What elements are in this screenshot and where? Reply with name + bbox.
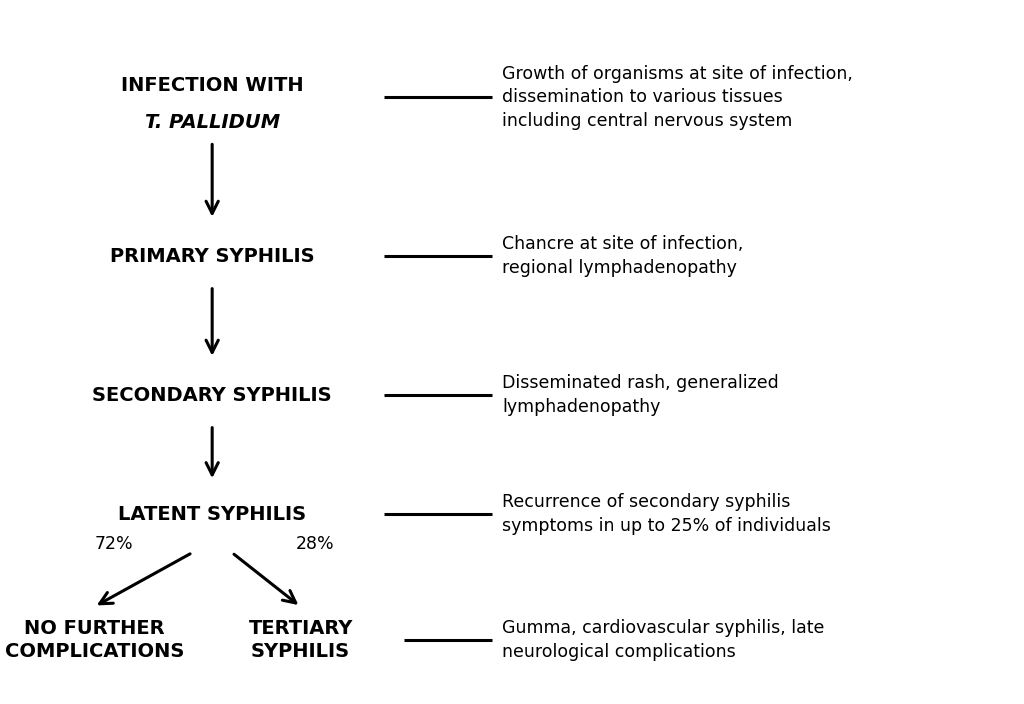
Text: NO FURTHER
COMPLICATIONS: NO FURTHER COMPLICATIONS bbox=[4, 619, 184, 661]
Text: TERTIARY
SYPHILIS: TERTIARY SYPHILIS bbox=[249, 619, 353, 661]
Text: Disseminated rash, generalized
lymphadenopathy: Disseminated rash, generalized lymphaden… bbox=[502, 375, 779, 416]
Text: T. PALLIDUM: T. PALLIDUM bbox=[144, 113, 280, 132]
Text: INFECTION WITH: INFECTION WITH bbox=[121, 76, 303, 95]
Text: PRIMARY SYPHILIS: PRIMARY SYPHILIS bbox=[110, 246, 314, 265]
Text: Chancre at site of infection,
regional lymphadenopathy: Chancre at site of infection, regional l… bbox=[502, 235, 743, 277]
Text: Growth of organisms at site of infection,
dissemination to various tissues
inclu: Growth of organisms at site of infection… bbox=[502, 65, 853, 130]
Text: Gumma, cardiovascular syphilis, late
neurological complications: Gumma, cardiovascular syphilis, late neu… bbox=[502, 619, 824, 660]
Text: Recurrence of secondary syphilis
symptoms in up to 25% of individuals: Recurrence of secondary syphilis symptom… bbox=[502, 494, 831, 535]
Text: 28%: 28% bbox=[296, 535, 335, 553]
Text: SECONDARY SYPHILIS: SECONDARY SYPHILIS bbox=[92, 386, 332, 405]
Text: 72%: 72% bbox=[94, 535, 133, 553]
Text: LATENT SYPHILIS: LATENT SYPHILIS bbox=[118, 505, 306, 524]
